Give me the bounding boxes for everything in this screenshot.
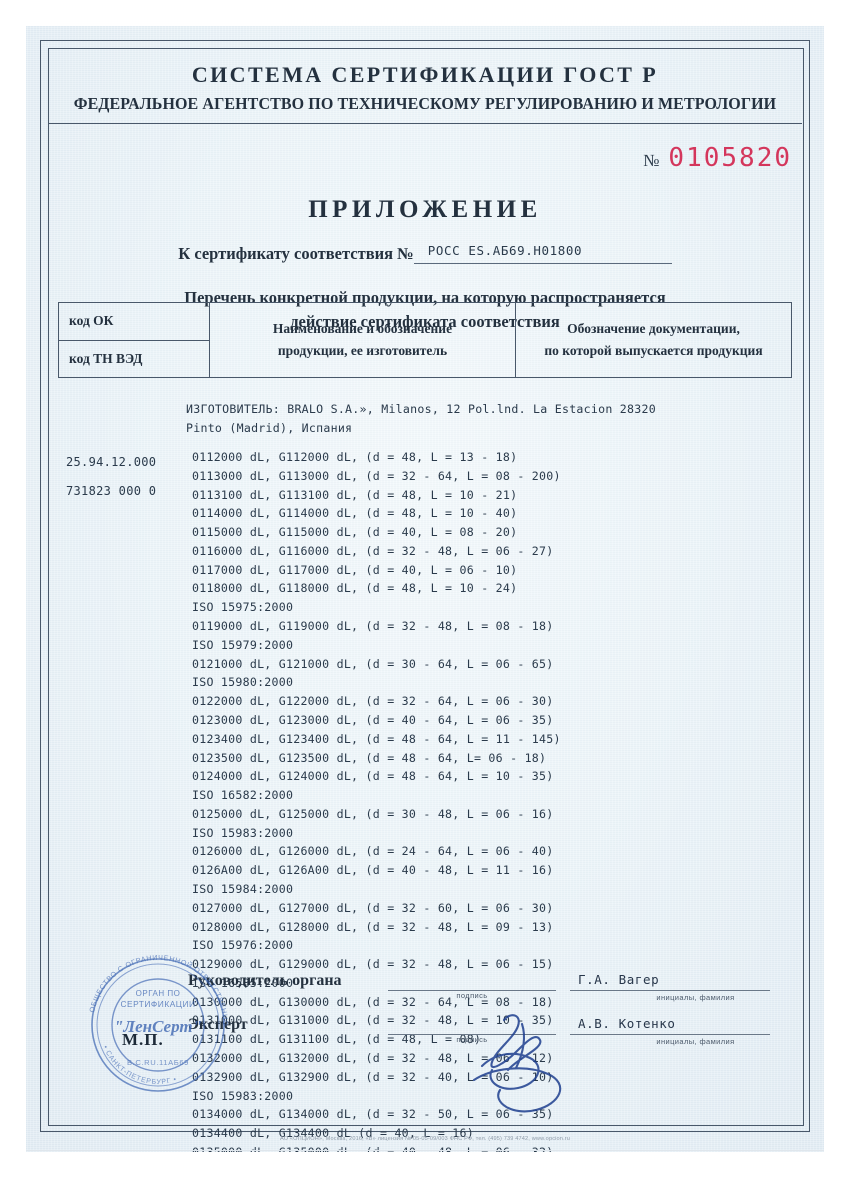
product-line: 0129000 dL, G129000 dL, (d = 32 - 48, L … bbox=[192, 957, 554, 972]
product-line: 0123000 dL, G123000 dL, (d = 40 - 64, L … bbox=[192, 712, 554, 727]
stamp-mp-label: М.П. bbox=[122, 1030, 164, 1049]
product-line: 0126000 dL, G126000 dL, (d = 24 - 64, L … bbox=[192, 844, 554, 859]
signer-name-caption: инициалы, фамилия bbox=[656, 1037, 735, 1046]
product-line: 0127000 dL, G127000 dL, (d = 32 - 60, L … bbox=[192, 900, 554, 915]
product-line: 0123400 dL, G123400 dL, (d = 48 - 64, L … bbox=[192, 731, 561, 746]
document-outer-border bbox=[40, 40, 810, 1132]
code-tnved-value: 731823 000 0 bbox=[66, 484, 157, 499]
signature-row: Эксперт подпись А.В. Котенко инициалы, фами… bbox=[58, 1012, 792, 1056]
product-line: 0125000 dL, G125000 dL, (d = 30 - 48, L … bbox=[192, 806, 554, 821]
signature-role: Эксперт bbox=[188, 1016, 248, 1033]
signature-line bbox=[388, 1034, 556, 1035]
product-line: 0114000 dL, G114000 dL, (d = 48, L = 10 … bbox=[192, 506, 518, 521]
document-content: СИСТЕМА СЕРТИФИКАЦИИ ГОСТ Р ФЕДЕРАЛЬНОЕ … bbox=[48, 48, 802, 1188]
product-line: 0131100 dL, G131100 dL, (d = 48, L = 08) bbox=[192, 1032, 482, 1047]
subtitle-line-2: действие сертификата соответствия bbox=[290, 311, 560, 331]
document-inner-border bbox=[48, 48, 804, 1126]
printer-footer: АО «ОПЦИОН», Москва, 2016, «В» лицензия … bbox=[279, 1136, 571, 1142]
product-line: ISO 16582:2000 bbox=[192, 788, 294, 803]
table-column-codes: код ОК код ТН ВЭД bbox=[59, 303, 210, 377]
product-line: 0132900 dL, G132900 dL, (d = 32 - 40, L … bbox=[192, 1069, 554, 1084]
product-line: 0118000 dL, G118000 dL, (d = 48, L = 10 … bbox=[192, 581, 518, 596]
certificate-number-field: РОСС ES.АБ69.Н01800 bbox=[413, 243, 672, 264]
table-header-name-line-2: продукции, ее изготовитель bbox=[277, 343, 448, 358]
product-line: 0121000 dL, G121000 dL, (d = 30 - 64, L … bbox=[192, 656, 554, 671]
page-title: ПРИЛОЖЕНИЕ bbox=[308, 196, 542, 223]
certificate-reference: К сертификату соответствия № РОСС ES.АБ6… bbox=[48, 243, 802, 264]
product-line: 0113000 dL, G113000 dL, (d = 32 - 64, L … bbox=[192, 468, 561, 483]
table-column-documentation: Обозначение документации, по которой вып… bbox=[516, 303, 791, 377]
certificate-label: К сертификату соответствия № bbox=[178, 244, 414, 263]
product-line: ISO 15980:2000 bbox=[192, 675, 294, 690]
manufacturer-text: ИЗГОТОВИТЕЛЬ: BRALO S.A.», Milanos, 12 P… bbox=[186, 402, 656, 435]
system-title: СИСТЕМА СЕРТИФИКАЦИИ ГОСТ Р bbox=[191, 62, 659, 87]
document-header: СИСТЕМА СЕРТИФИКАЦИИ ГОСТ Р ФЕДЕРАЛЬНОЕ … bbox=[48, 48, 802, 124]
blank-number-value: 0105820 bbox=[668, 143, 792, 173]
footer-divider bbox=[26, 1150, 824, 1151]
product-table-header: код ОК код ТН ВЭД Наименование и обознач… bbox=[58, 302, 792, 378]
product-line: ISO 15979:2000 bbox=[192, 637, 294, 652]
product-line: ISO 15983:2000 bbox=[192, 1088, 294, 1103]
product-line: ISO 16582:2000 bbox=[192, 1180, 792, 1188]
signer-name: А.В. Котенко bbox=[578, 1016, 676, 1031]
product-line: 0112000 dL, G112000 dL, (d = 48, L = 13 … bbox=[192, 450, 518, 464]
product-line: ISO 15976:2000 bbox=[192, 938, 294, 953]
table-header-code-ok: код ОК bbox=[59, 303, 209, 341]
product-line: 0134400 dL, G134400 dL (d = 40, L = 16) bbox=[192, 1126, 474, 1141]
product-line: 0134000 dL, G134000 dL, (d = 32 - 50, L … bbox=[192, 1107, 554, 1122]
product-codes-column: 25.94.12.000 731823 000 0 bbox=[66, 448, 216, 507]
signature-block: Руководитель органа подпись Г.А. Вагер иниц… bbox=[58, 968, 792, 1056]
certificate-number: РОСС ES.АБ69.Н01800 bbox=[427, 243, 583, 258]
product-line: 0139000 dL, G139000 dL, (d = 32 - 48, L … bbox=[192, 1163, 554, 1178]
product-line: 0124000 dL, G124000 dL, (d = 48 - 64, L … bbox=[192, 769, 554, 784]
code-ok-value: 25.94.12.000 bbox=[66, 455, 157, 469]
table-column-product-name: Наименование и обозначение продукции, ее… bbox=[210, 303, 516, 377]
product-line: 0115000 dL, G115000 dL, (d = 40, L = 08 … bbox=[192, 525, 518, 540]
product-line: 0126A00 dL, G126A00 dL, (d = 40 - 48, L … bbox=[192, 863, 554, 878]
blank-number: № 0105820 bbox=[643, 143, 792, 173]
product-line: ISO 15983:2000 bbox=[192, 825, 294, 840]
product-line: 0116000 dL, G116000 dL, (d = 32 - 48, L … bbox=[192, 543, 554, 558]
scan-margin-top bbox=[0, 0, 850, 26]
signer-name-line bbox=[570, 990, 770, 991]
table-header-name-line-1: Наименование и обозначение bbox=[272, 321, 453, 337]
number-sign: № bbox=[643, 151, 660, 170]
signature-line bbox=[388, 990, 556, 991]
product-line: 0123500 dL, G123500 dL, (d = 48 - 64, L=… bbox=[192, 750, 547, 765]
product-line: 0119000 dL, G119000 dL, (d = 32 - 48, L … bbox=[192, 619, 554, 634]
signer-name: Г.А. Вагер bbox=[578, 972, 660, 987]
product-lines-list: 0112000 dL, G112000 dL, (d = 48, L = 13 … bbox=[192, 448, 792, 1188]
product-line: 0113100 dL, G113100 dL, (d = 48, L = 10 … bbox=[192, 487, 518, 502]
signature-role: Руководитель органа bbox=[188, 972, 342, 989]
header-divider bbox=[48, 123, 802, 124]
product-line: 0117000 dL, G117000 dL, (d = 40, L = 06 … bbox=[192, 562, 518, 577]
signature-caption: подпись bbox=[456, 991, 488, 1000]
signature-caption: подпись bbox=[456, 1035, 488, 1044]
product-line: ISO 15984:2000 bbox=[192, 881, 294, 896]
signature-row: Руководитель органа подпись Г.А. Вагер иниц… bbox=[58, 968, 792, 1012]
scan-margin-left bbox=[0, 0, 26, 1188]
agency-title: ФЕДЕРАЛЬНОЕ АГЕНТСТВО ПО ТЕХНИЧЕСКОМУ РЕ… bbox=[73, 94, 777, 113]
table-header-doc-line-1: Обозначение документации, bbox=[567, 321, 740, 337]
scan-margin-right bbox=[824, 0, 850, 1188]
product-line: 0128000 dL, G128000 dL, (d = 32 - 48, L … bbox=[192, 919, 554, 934]
product-line: ISO 15975:2000 bbox=[192, 600, 294, 615]
table-header-code-tnved: код ТН ВЭД bbox=[69, 350, 143, 366]
signer-name-caption: инициалы, фамилия bbox=[656, 993, 735, 1002]
signer-name-line bbox=[570, 1034, 770, 1035]
product-line: 0135000 dL, G135000 dL, (d = 40 - 48, L … bbox=[192, 1144, 554, 1159]
product-line: 0122000 dL, G122000 dL, (d = 32 - 64, L … bbox=[192, 694, 554, 709]
table-header-doc-line-2: по которой выпускается продукция bbox=[544, 343, 763, 358]
